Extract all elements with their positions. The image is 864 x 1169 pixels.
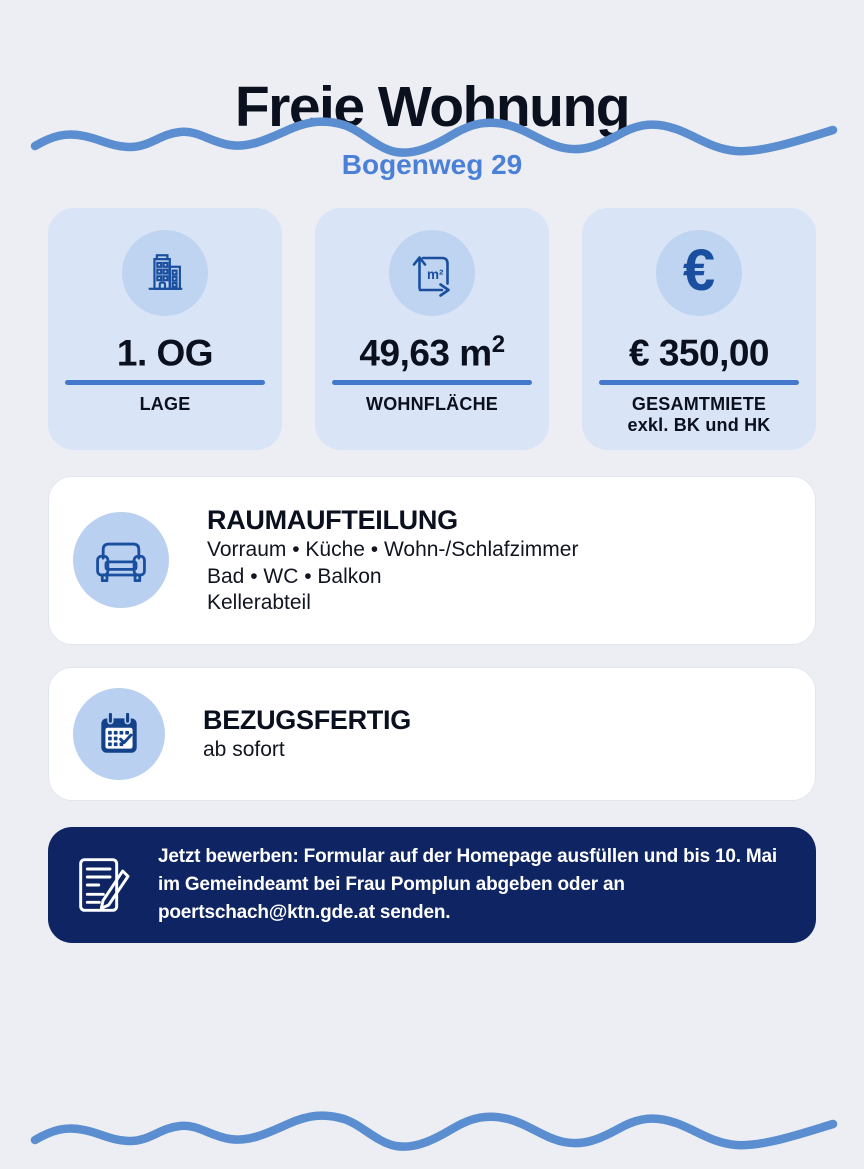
apply-banner-text: Jetzt bewerben: Formular auf der Homepag…	[158, 845, 777, 923]
stat-card-lage: 1. OG LAGE	[48, 208, 282, 450]
stat-sublabel-gesamtmiete: exkl. BK und HK	[627, 414, 771, 435]
svg-text:m²: m²	[427, 267, 444, 282]
stats-row: 1. OG LAGE m² 49,63 m2 WOHNFLÄCHE € € 35…	[48, 208, 816, 450]
room-line: Bad • WC • Balkon	[207, 564, 382, 588]
ready-card-title: BEZUGSFERTIG	[203, 705, 411, 736]
stat-card-gesamtmiete: € € 350,00 GESAMTMIETE exkl. BK und HK	[582, 208, 816, 450]
stat-value-gesamtmiete: € 350,00	[628, 332, 770, 374]
apply-banner: Jetzt bewerben: Formular auf der Homepag…	[48, 826, 816, 943]
room-line: Kellerabteil	[207, 591, 311, 615]
stat-value-wohnflaeche: 49,63 m2	[359, 331, 505, 374]
bottom-wave-decoration	[0, 1084, 864, 1164]
stat-divider	[599, 380, 799, 385]
building-icon	[122, 230, 208, 316]
room-line: Vorraum • Küche • Wohn-/Schlafzimmer	[207, 538, 579, 562]
room-card-title: RAUMAUFTEILUNG	[207, 505, 458, 536]
euro-icon: €	[656, 230, 742, 316]
stat-divider	[332, 380, 532, 385]
room-card: RAUMAUFTEILUNG Vorraum • Küche • Wohn-/S…	[48, 475, 816, 645]
stat-card-wohnflaeche: m² 49,63 m2 WOHNFLÄCHE	[315, 208, 549, 450]
stat-value-lage: 1. OG	[116, 332, 214, 374]
ready-card: BEZUGSFERTIG ab sofort	[48, 666, 816, 801]
stat-label-lage: LAGE	[139, 393, 191, 414]
area-m2-icon: m²	[389, 230, 475, 316]
stat-label-wohnflaeche: WOHNFLÄCHE	[366, 393, 498, 414]
top-wave-decoration	[0, 90, 864, 170]
flyer-page: { "header": { "title": "Freie Wohnung", …	[0, 76, 864, 1156]
sofa-icon	[73, 512, 169, 609]
page-subtitle: Bogenweg 29	[341, 149, 523, 180]
ready-line: ab sofort	[203, 738, 285, 762]
stat-divider	[65, 380, 265, 385]
form-pen-icon	[70, 853, 134, 917]
calendar-icon	[73, 687, 165, 780]
stat-label-gesamtmiete: GESAMTMIETE	[631, 393, 767, 414]
